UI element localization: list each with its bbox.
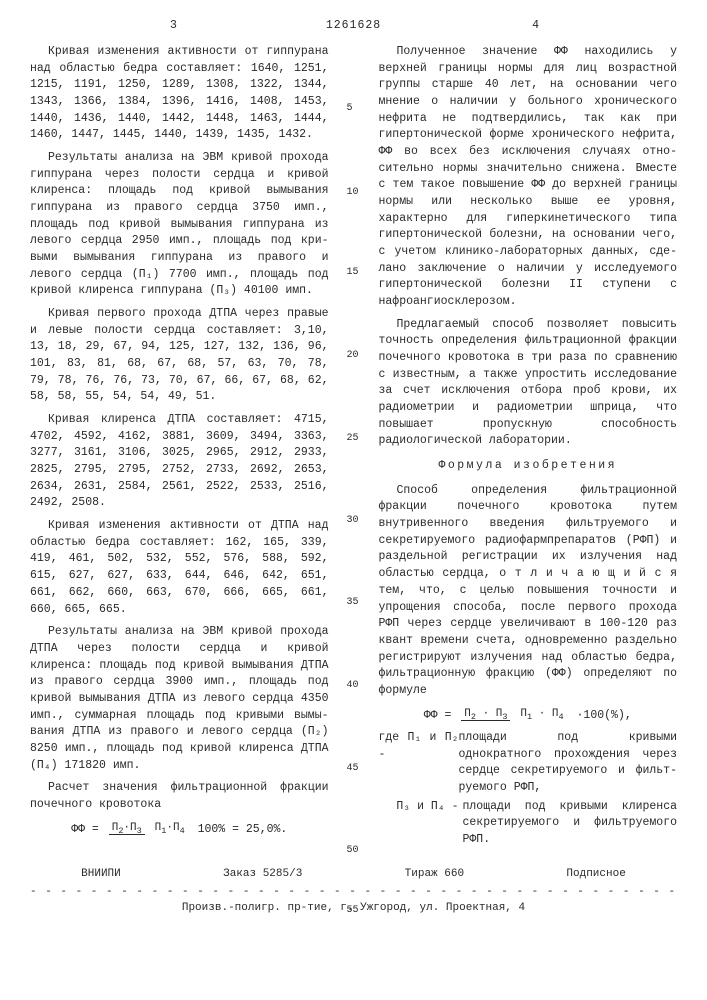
publisher: ВНИИПИ — [81, 867, 121, 883]
paragraph: Кривая первого прохода ДТПА через правые… — [30, 306, 329, 406]
def-text: площади под кривыми клиренса секретируем… — [463, 799, 678, 849]
col-num-left: 3 — [170, 18, 177, 35]
line-number-gutter: 5 10 15 20 25 30 35 40 45 50 55 — [347, 44, 361, 851]
formula-tail: ·100(%), — [577, 708, 632, 721]
fraction: П2 · П3 П1 · П4 — [461, 706, 566, 724]
paragraph: Кривая клиренса ДТПА составляет: 4715, 4… — [30, 412, 329, 512]
page-header: 3 1261628 4 — [30, 18, 677, 36]
imprint-row: ВНИИПИ Заказ 5285/3 Тираж 660 Подписное — [30, 865, 677, 885]
def-text: площади под кривыми однократного прохожд… — [459, 730, 678, 797]
def-label: П₃ и П₄ - — [379, 799, 463, 849]
paragraph: Результаты анализа на ЭВМ кривой прохода… — [30, 624, 329, 774]
col-num-right: 4 — [532, 18, 539, 35]
formula-ff-calc: ФФ = П2·П3 П1·П4 100% = 25,0%. — [30, 820, 329, 838]
paragraph: Полученное значение ФФ находились у верх… — [379, 44, 678, 311]
right-column: Полученное значение ФФ находились у верх… — [379, 44, 678, 851]
divider-dashes: - - - - - - - - - - - - - - - - - - - - … — [30, 885, 677, 901]
document-number: 1261628 — [326, 18, 381, 35]
fraction: П2·П3 П1·П4 — [109, 820, 188, 838]
symbol-definitions: где П₁ и П₂ - площади под кривыми однокр… — [379, 730, 678, 849]
subscription: Подписное — [566, 867, 625, 883]
paragraph: Кривая изменения активности от гиппурана… — [30, 44, 329, 144]
lineno: 5 — [347, 102, 353, 117]
order-number: Заказ 5285/3 — [223, 867, 302, 883]
lineno: 10 — [347, 186, 359, 201]
formula-ff-def: ФФ = П2 · П3 П1 · П4 ·100(%), — [379, 706, 678, 724]
lineno: 30 — [347, 514, 359, 529]
lineno: 40 — [347, 679, 359, 694]
lineno: 25 — [347, 432, 359, 447]
paragraph: Предлагаемый способ позволяет по­высить … — [379, 317, 678, 450]
left-column: Кривая изменения активности от гиппурана… — [30, 44, 329, 851]
paragraph: Расчет значения фильтрационной фракции п… — [30, 780, 329, 813]
patent-page: 3 1261628 4 Кривая изменения активности … — [0, 0, 707, 1000]
lineno: 20 — [347, 349, 359, 364]
paragraph: Способ определения фильтрационной фракци… — [379, 483, 678, 700]
paragraph: Кривая изменения активности от ДТПА над … — [30, 518, 329, 618]
lineno: 15 — [347, 266, 359, 281]
lineno: 35 — [347, 596, 359, 611]
paragraph: Результаты анализа на ЭВМ кривой прохода… — [30, 150, 329, 300]
lineno: 45 — [347, 762, 359, 777]
lineno: 55 — [347, 904, 359, 919]
claims-heading: Формула изобретения — [379, 458, 678, 475]
def-label: где П₁ и П₂ - — [379, 730, 459, 797]
formula-result: 100% = 25,0%. — [198, 822, 288, 835]
lineno: 50 — [347, 844, 359, 859]
two-column-body: Кривая изменения активности от гиппурана… — [30, 44, 677, 851]
print-run: Тираж 660 — [405, 867, 464, 883]
